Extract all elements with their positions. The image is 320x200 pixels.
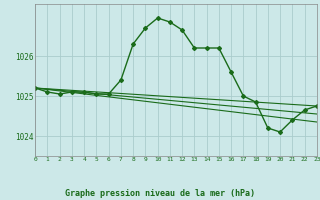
Text: Graphe pression niveau de la mer (hPa): Graphe pression niveau de la mer (hPa) xyxy=(65,189,255,198)
